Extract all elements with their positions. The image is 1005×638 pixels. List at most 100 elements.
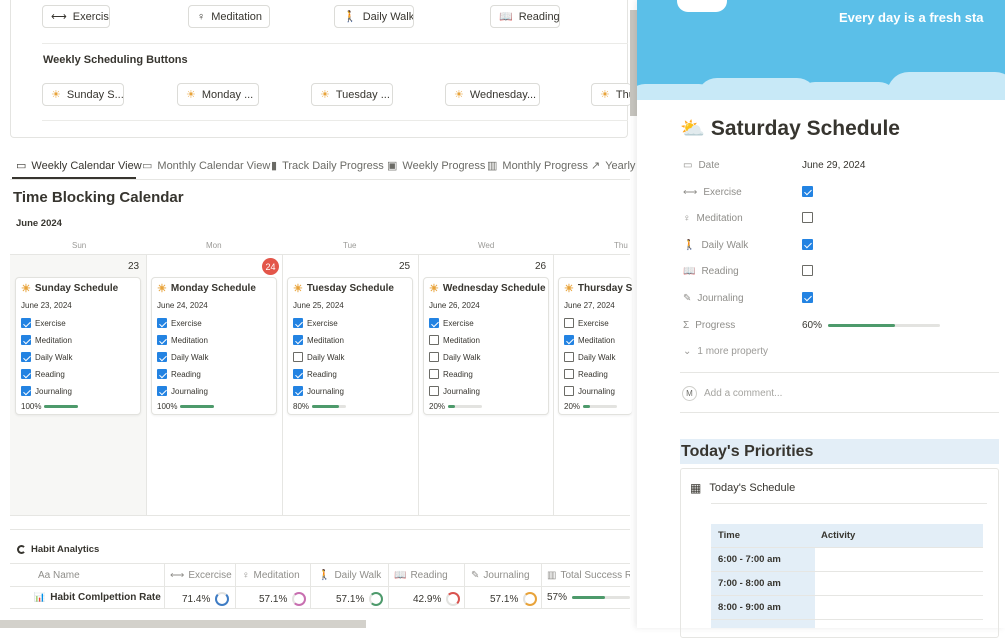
divider (711, 503, 987, 504)
schedule-card[interactable]: ☀ Tuesday Schedule June 25, 2024 Exercise Me… (287, 277, 413, 415)
schedule-card[interactable]: ☀ Monday Schedule June 24, 2024 Exercise Med… (151, 277, 277, 415)
meditation-checkbox[interactable] (802, 212, 813, 226)
checkbox[interactable] (293, 318, 303, 328)
checkbox[interactable] (157, 369, 167, 379)
dumbbell-icon: ⟷ (51, 11, 67, 23)
col-line (541, 563, 542, 608)
calendar-icon: ▭ (16, 160, 27, 172)
top-panel (10, 0, 628, 138)
tab-monthly-calendar[interactable]: ▭ Monthly Calendar View (142, 159, 271, 173)
comment-input[interactable]: Add a comment... (704, 388, 783, 399)
checkbox[interactable] (564, 335, 574, 345)
checkbox[interactable] (802, 212, 813, 223)
daily-walk-checkbox[interactable] (802, 239, 813, 253)
comment-avatar: M (682, 386, 697, 401)
horizontal-scrollbar[interactable] (0, 620, 366, 628)
reading-checkbox[interactable] (802, 265, 813, 279)
prop-exercise: ⟷ Exercise (683, 187, 742, 198)
cover-banner: Every day is a fresh sta (637, 0, 1005, 100)
daily-walk-button[interactable]: 🚶 Daily Walk (334, 5, 414, 28)
checkbox[interactable] (429, 335, 439, 345)
schedule-toggle[interactable]: ▦ Today's Schedule (690, 481, 796, 495)
schedule-row[interactable]: 7:00 - 8:00 am (711, 572, 983, 596)
col-header-exercise[interactable]: ⟷ Excercise (170, 570, 232, 581)
col-header-total[interactable]: ▥ Total Success Ra (547, 570, 630, 581)
card-habit-row: Reading (293, 369, 337, 379)
schedule-card[interactable]: ☀ Wednesday Schedule June 26, 2024 Exercise… (423, 277, 549, 415)
monday-schedule-button[interactable]: ☀ Monday ... (177, 83, 259, 106)
cell-exercise: 71.4% (182, 592, 230, 606)
checkbox[interactable] (293, 386, 303, 396)
checkbox[interactable] (429, 318, 439, 328)
checkbox[interactable] (564, 352, 574, 362)
walking-icon: 🚶 (683, 240, 696, 251)
checkbox[interactable] (21, 352, 31, 362)
col-header-journaling[interactable]: ✎ Journaling (471, 570, 530, 581)
exercise-checkbox[interactable] (802, 186, 813, 200)
sunday-schedule-button[interactable]: ☀ Sunday S... (42, 83, 124, 106)
divider (680, 412, 999, 413)
col-header-name[interactable]: Aa Name (38, 570, 80, 581)
checkbox[interactable] (21, 369, 31, 379)
col-header-daily-walk[interactable]: 🚶 Daily Walk (318, 570, 382, 581)
checkbox[interactable] (564, 386, 574, 396)
row-name[interactable]: 📊 Habit Comlpettion Rate (34, 592, 161, 603)
book-icon: 📖 (683, 266, 696, 277)
checkbox[interactable] (429, 369, 439, 379)
tab-monthly-progress[interactable]: ▥ Monthly Progress (487, 159, 588, 173)
checkbox[interactable] (802, 186, 813, 197)
card-habit-row: Meditation (21, 335, 72, 345)
journaling-checkbox[interactable] (802, 292, 813, 306)
checkbox[interactable] (21, 318, 31, 328)
col-header-meditation[interactable]: ♀ Meditation (242, 570, 300, 581)
thursday-schedule-button[interactable]: ☀Thu (591, 83, 631, 106)
sun-icon: ☀ (51, 89, 61, 101)
checkbox[interactable] (802, 265, 813, 276)
date-value[interactable]: June 29, 2024 (802, 160, 866, 171)
card-progress: 20% (564, 402, 618, 411)
checkbox[interactable] (157, 352, 167, 362)
grid-line (418, 255, 419, 515)
checkbox[interactable] (157, 318, 167, 328)
tab-weekly-calendar[interactable]: ▭ Weekly Calendar View (16, 159, 142, 173)
schedule-card[interactable]: ☀ Sunday Schedule June 23, 2024 Exercise Med… (15, 277, 141, 415)
tab-track-daily-progress[interactable]: ▮ Track Daily Progress (271, 159, 384, 173)
checkbox[interactable] (293, 352, 303, 362)
checkbox[interactable] (802, 239, 813, 250)
exercise-button[interactable]: ⟷Exercise (42, 5, 110, 28)
calendar-icon: ▭ (683, 160, 693, 171)
col-header-reading[interactable]: 📖 Reading (394, 570, 448, 581)
tab-weekly-progress[interactable]: ▣ Weekly Progress (387, 159, 486, 173)
checkbox[interactable] (293, 369, 303, 379)
checkbox[interactable] (564, 369, 574, 379)
schedule-row[interactable]: 6:00 - 7:00 am (711, 548, 983, 572)
card-title: ☀ Sunday Schedule (21, 283, 119, 295)
tuesday-schedule-button[interactable]: ☀ Tuesday ... (311, 83, 393, 106)
checkbox[interactable] (21, 335, 31, 345)
card-habit-row: Daily Walk (157, 352, 208, 362)
checkbox[interactable] (429, 386, 439, 396)
progress-ring-icon (446, 592, 461, 606)
reading-button[interactable]: 📖 Reading (490, 5, 560, 28)
checkbox[interactable] (293, 335, 303, 345)
day-header: Wed (478, 241, 495, 250)
vertical-scrollbar[interactable] (630, 10, 638, 116)
sun-icon: ☀ (293, 283, 303, 295)
day-number: 23 (128, 261, 140, 272)
checkbox[interactable] (802, 292, 813, 303)
checkbox[interactable] (157, 335, 167, 345)
wednesday-schedule-button[interactable]: ☀ Wednesday... (445, 83, 540, 106)
checkbox[interactable] (429, 352, 439, 362)
analytics-header-line (10, 563, 630, 564)
schedule-card[interactable]: ☀Thursday Sch June 27, 2024 Exercise Medita… (558, 277, 632, 415)
tab-yearly[interactable]: ↗ Yearly (591, 159, 636, 173)
chart-emoji-icon: 📊 (34, 592, 46, 602)
meditation-button[interactable]: ♀ Meditation (188, 5, 270, 28)
sun-icon: ☀ (186, 89, 196, 101)
schedule-row[interactable]: 8:00 - 9:00 am (711, 596, 983, 620)
checkbox[interactable] (564, 318, 574, 328)
checkbox[interactable] (157, 386, 167, 396)
checkbox[interactable] (21, 386, 31, 396)
card-date: June 27, 2024 (564, 301, 615, 310)
more-properties-toggle[interactable]: ⌄ 1 more property (683, 346, 768, 357)
